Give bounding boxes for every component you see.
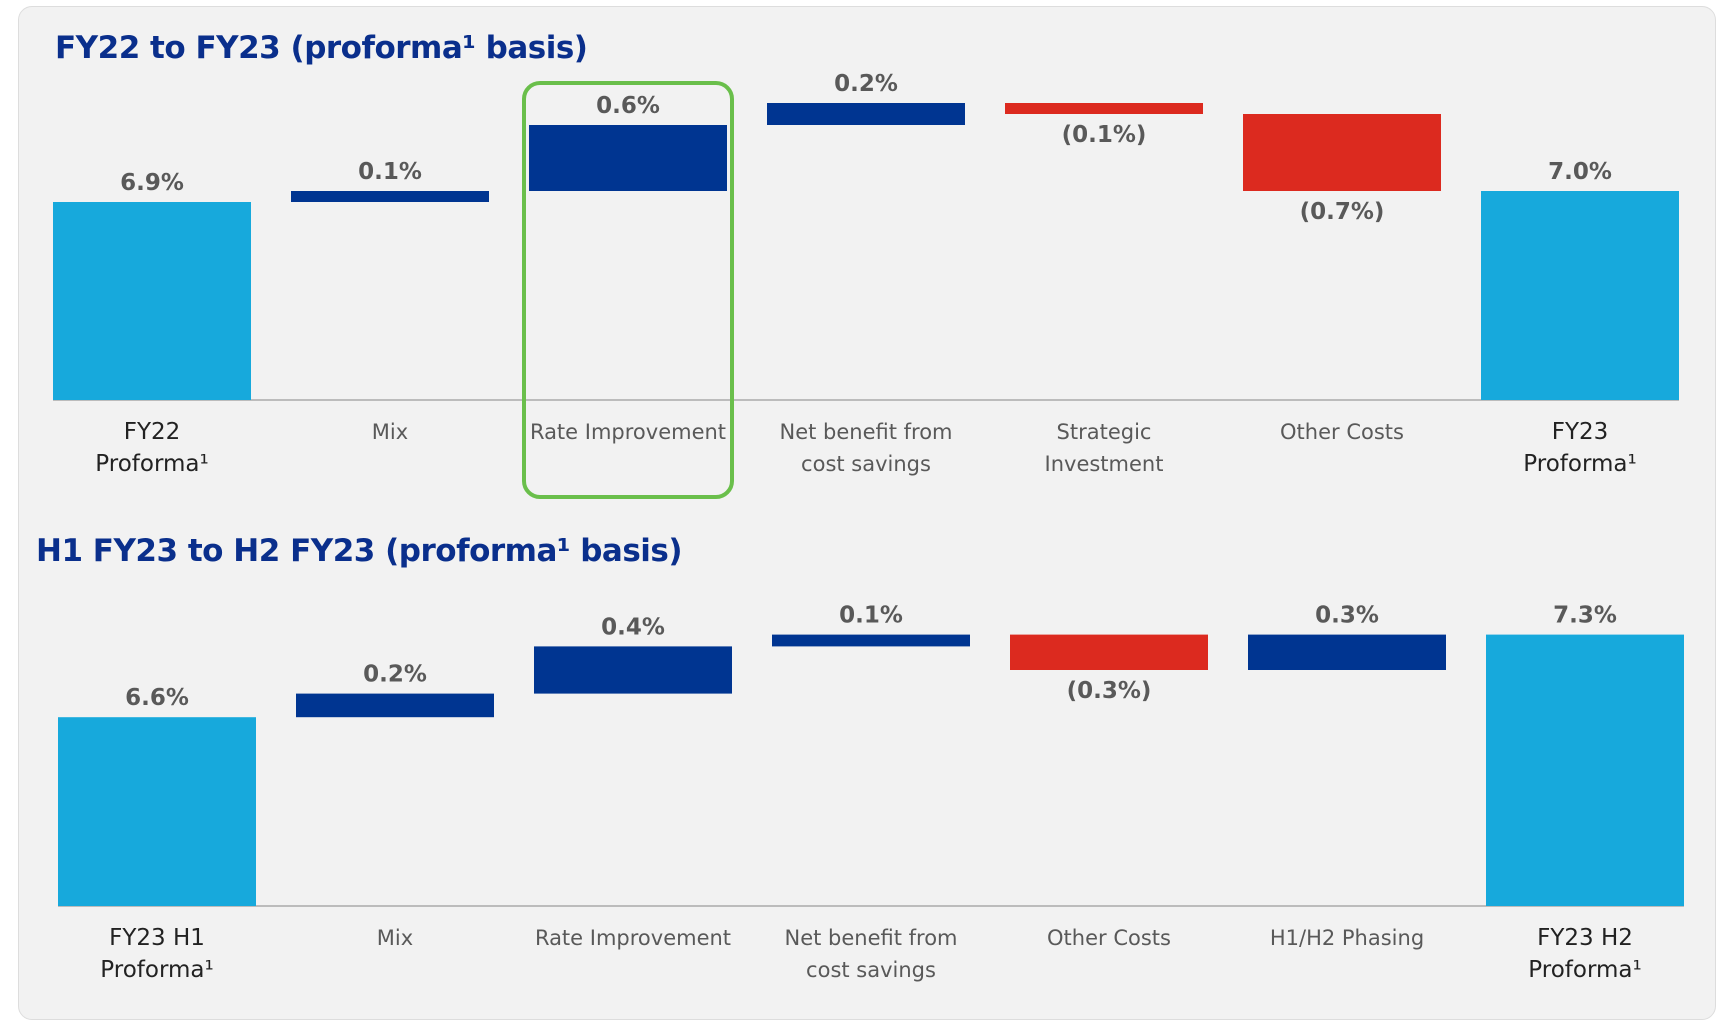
value-label: 0.6%	[596, 93, 660, 119]
category-label: Other Costs	[1047, 926, 1171, 950]
bar	[53, 202, 251, 400]
value-label: 7.0%	[1548, 159, 1612, 185]
bar	[767, 103, 965, 125]
category-label: Rate Improvement	[529, 420, 727, 444]
value-label: 0.2%	[834, 71, 898, 97]
value-label: 0.1%	[358, 159, 422, 185]
bar	[1248, 634, 1446, 670]
value-label: 6.9%	[120, 170, 184, 196]
category-label: Net benefit from cost savings	[779, 420, 953, 476]
category-label: FY22 Proforma¹	[95, 419, 209, 477]
bar	[296, 693, 494, 718]
value-label: 0.1%	[839, 603, 903, 629]
value-label: (0.7%)	[1300, 199, 1385, 225]
category-label: Strategic Investment	[1044, 420, 1164, 476]
chart-title: H1 FY23 to H2 FY23 (proforma¹ basis)	[36, 533, 683, 569]
bar	[529, 125, 727, 191]
bar	[1486, 634, 1684, 906]
value-label: 6.6%	[125, 685, 189, 711]
bar	[291, 191, 489, 202]
bar	[534, 646, 732, 694]
chart-title: FY22 to FY23 (proforma¹ basis)	[55, 30, 588, 66]
value-label: 0.2%	[363, 662, 427, 688]
category-label: FY23 H1 Proforma¹	[100, 925, 214, 983]
bar	[1481, 191, 1679, 400]
value-label: 0.4%	[601, 614, 665, 640]
category-label: FY23 H2 Proforma¹	[1528, 925, 1642, 983]
category-label: FY23 Proforma¹	[1523, 419, 1637, 477]
bar	[1005, 103, 1203, 114]
category-label: Rate Improvement	[534, 926, 732, 950]
category-label: Other Costs	[1280, 420, 1404, 444]
category-label: H1/H2 Phasing	[1269, 926, 1425, 950]
value-label: (0.1%)	[1062, 122, 1147, 148]
value-label: (0.3%)	[1067, 678, 1152, 704]
bar	[772, 634, 970, 647]
value-label: 7.3%	[1553, 603, 1617, 629]
category-label: Mix	[371, 420, 409, 444]
bar	[1010, 634, 1208, 670]
bar	[1243, 114, 1441, 191]
value-label: 0.3%	[1315, 603, 1379, 629]
highlight-box	[522, 81, 734, 499]
category-label: Mix	[376, 926, 414, 950]
category-label: Net benefit from cost savings	[784, 926, 958, 982]
bar	[58, 717, 256, 906]
